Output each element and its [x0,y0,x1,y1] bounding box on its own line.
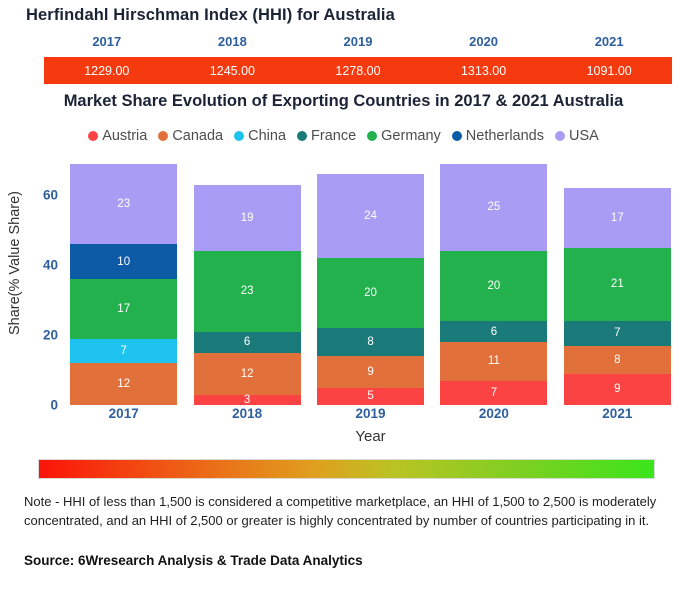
legend-item-label: Austria [102,128,148,144]
stacked-bar: 25 20 6 11 7 [440,163,548,405]
bar-segment-austria[interactable]: 9 [563,373,671,405]
y-tick-label: 20 [42,327,58,343]
hhi-year-cell: 2018 [217,34,247,49]
bar-segment-usa[interactable]: 19 [193,184,301,251]
legend-item-austria[interactable]: Austria [88,128,147,144]
legend-swatch-icon [297,131,308,141]
legend-item-label: Canada [172,128,224,144]
bar-group-2018: 19 23 6 12 3 [185,160,308,406]
chart-title: Market Share Evolution of Exporting Coun… [63,92,624,110]
bar-segment-usa[interactable]: 17 [563,188,671,248]
bar-segment-france[interactable]: 6 [193,331,301,353]
bar-segment-germany[interactable]: 23 [193,251,301,332]
source-line: Source: 6Wresearch Analysis & Trade Data… [24,553,363,568]
bar-segment-usa[interactable]: 23 [70,163,178,244]
hhi-year-header-row: 2017 2018 2019 2020 2021 [44,34,672,54]
y-tick-label: 0 [50,397,58,413]
bar-segment-france[interactable]: 8 [317,328,425,356]
bar-segment-germany[interactable]: 20 [317,258,425,328]
bar-segment-austria[interactable]: 5 [317,387,425,405]
legend-item-china[interactable]: China [234,128,286,144]
hhi-value-cell: 1091.00 [586,63,632,78]
legend-swatch-icon [554,131,565,141]
legend-item-label: China [248,128,287,144]
x-tick-label: 2020 [478,406,509,421]
bar-segment-germany[interactable]: 17 [70,279,178,339]
hhi-value-cell: 1229.00 [84,63,130,78]
stacked-bar: 24 20 8 9 5 [317,174,425,405]
bar-segment-canada[interactable]: 12 [70,363,178,405]
bar-segment-france[interactable]: 7 [563,321,671,346]
legend-swatch-icon [451,131,462,141]
stacked-bar: 23 10 17 7 12 [70,163,178,405]
x-tick-label: 2019 [355,406,386,421]
color-gradient-bar [38,459,655,479]
x-axis-label: Year [355,428,386,445]
bar-segment-canada[interactable]: 11 [440,342,548,381]
legend-item-label: Germany [381,128,441,144]
hhi-year-cell: 2020 [469,34,499,49]
hhi-value-cell: 1313.00 [460,63,507,78]
bar-group-2021: 17 21 7 8 9 [556,160,679,405]
x-tick-label: 2017 [108,406,139,421]
legend-swatch-icon [367,131,378,141]
legend-item-label: Netherlands [465,128,544,144]
legend-item-france[interactable]: France [297,128,356,144]
hhi-value-cell: 1278.00 [335,63,381,78]
bar-group-2020: 25 20 6 11 7 [432,160,555,405]
top-divider [0,0,687,2]
y-axis-ticks: 0 20 40 60 [10,160,58,413]
bar-segment-france[interactable]: 6 [440,321,548,342]
bar-segment-usa[interactable]: 25 [440,163,548,251]
legend-item-usa[interactable]: USA [554,128,599,144]
y-tick-label: 40 [42,257,58,273]
legend-item-label: France [311,128,357,144]
chart-legend: Austria Canada China France Germany Netherlan… [0,128,687,144]
legend-item-canada[interactable]: Canada [158,128,223,144]
hhi-year-cell: 2017 [92,34,122,49]
bar-segment-austria[interactable]: 3 [193,394,301,406]
bar-segment-usa[interactable]: 24 [317,174,425,258]
bar-group-2017: 23 10 17 7 12 [62,160,185,405]
bar-segment-netherlands[interactable]: 10 [70,244,178,279]
x-tick-label: 2021 [602,406,633,421]
bar-segment-germany[interactable]: 20 [440,251,548,321]
legend-item-germany[interactable]: Germany [367,128,441,144]
legend-swatch-icon [234,131,245,141]
legend-swatch-icon [158,131,169,141]
hhi-title: Herfindahl Hirschman Index (HHI) for Aus… [26,6,395,24]
bar-group-2019: 24 20 8 9 5 [309,160,432,405]
hhi-year-cell: 2019 [343,34,373,49]
hhi-value-cell: 1245.00 [209,63,255,78]
bar-segment-canada[interactable]: 12 [193,352,301,395]
x-tick-label: 2018 [232,406,263,421]
stacked-bar: 19 23 6 12 3 [193,184,301,406]
bar-segment-canada[interactable]: 9 [317,356,425,388]
legend-swatch-icon [88,131,99,141]
legend-item-netherlands[interactable]: Netherlands [451,128,544,144]
stacked-bars: 23 10 17 7 12 19 23 6 12 3 24 20 8 9 5 25 20 6 11 7 17 21 7 8 9 [62,160,679,406]
bar-segment-canada[interactable]: 8 [563,345,671,374]
stacked-bar: 17 21 7 8 9 [563,188,671,405]
bar-segment-austria[interactable]: 7 [440,380,548,405]
bar-segment-china[interactable]: 7 [70,338,178,363]
x-axis-ticks: 2017 2018 2019 2020 2021 [62,406,679,426]
hhi-value-row: 1229.00 1245.00 1278.00 1313.00 1091.00 [44,57,672,84]
legend-item-label: USA [568,128,599,144]
plot-area: Share(% Value Share) 0 20 40 60 23 10 17 7 12 19… [0,160,687,445]
footnote: Note - HHI of less than 1,500 is conside… [24,494,657,528]
hhi-year-cell: 2021 [594,34,624,49]
bar-segment-germany[interactable]: 21 [563,247,671,321]
y-tick-label: 60 [42,187,58,203]
